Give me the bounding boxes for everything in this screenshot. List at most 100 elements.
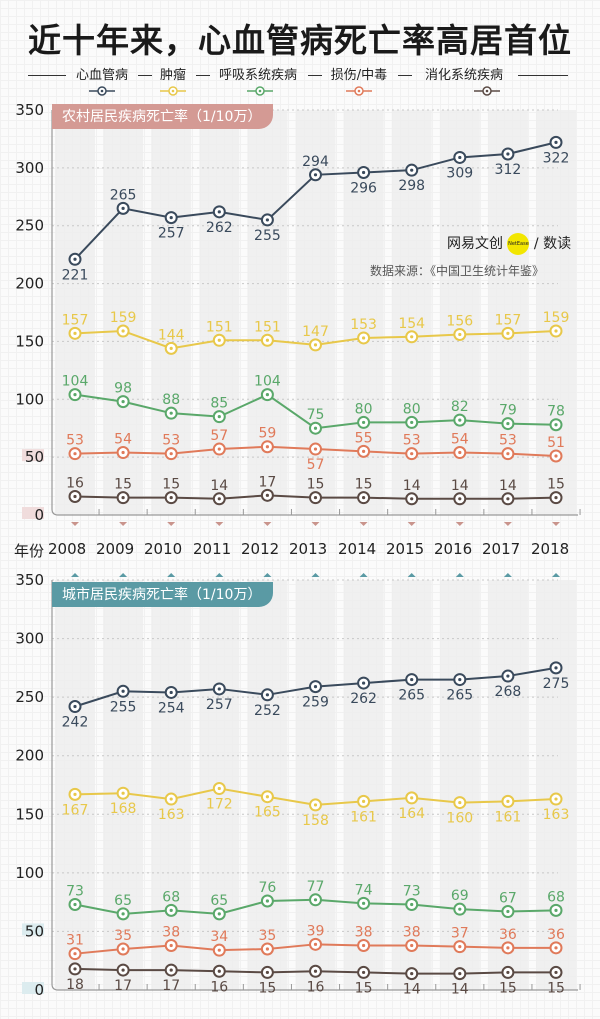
data-label: 16	[307, 979, 325, 995]
data-label: 73	[66, 883, 84, 899]
year-marker-triangle	[71, 573, 79, 577]
legend-divider	[196, 75, 210, 76]
year-tick-label: 2012	[241, 540, 280, 558]
data-label: 312	[495, 162, 522, 178]
y-tick-label: 250	[15, 688, 44, 706]
data-point-dot	[458, 450, 462, 455]
data-label: 298	[398, 178, 425, 194]
legend-label: 消化系统疾病	[424, 68, 503, 83]
legend-item-injury: 损伤/中毒	[326, 64, 392, 83]
data-label: 55	[355, 430, 373, 446]
data-label: 57	[210, 428, 228, 444]
data-label: 265	[110, 187, 137, 203]
data-label: 255	[110, 699, 137, 715]
year-marker-triangle	[263, 573, 272, 577]
year-tick-label: 2017	[482, 540, 521, 558]
y-tick-label: 200	[15, 747, 44, 765]
year-marker-triangle	[71, 522, 79, 526]
data-point-dot	[73, 331, 77, 335]
data-point-dot	[362, 681, 366, 685]
data-point-dot	[410, 902, 414, 907]
data-label: 15	[307, 477, 325, 493]
y-tick-label: 150	[15, 332, 44, 350]
data-point-dot	[265, 970, 269, 975]
data-label: 51	[547, 435, 565, 451]
data-point-dot	[313, 343, 318, 347]
data-label: 53	[66, 433, 84, 449]
data-label: 38	[162, 924, 180, 940]
y-tick-label: 250	[15, 217, 44, 235]
data-point-dot	[313, 173, 318, 177]
data-point-dot	[506, 946, 510, 950]
column-band	[247, 580, 288, 990]
column-band	[295, 580, 336, 990]
data-label: 309	[446, 165, 473, 181]
data-point-dot	[217, 912, 221, 916]
data-point-dot	[458, 332, 462, 337]
data-label: 14	[499, 478, 517, 494]
data-point-dot	[121, 791, 125, 795]
column-band	[343, 580, 384, 990]
data-point-dot	[554, 454, 558, 458]
column-band	[391, 580, 432, 990]
data-point-dot	[362, 799, 366, 804]
legend-divider	[308, 75, 322, 76]
data-point-dot	[121, 450, 125, 455]
data-label: 221	[62, 267, 89, 283]
data-label: 98	[114, 381, 132, 397]
legend-divider	[518, 75, 568, 76]
data-label: 76	[258, 880, 276, 896]
year-tick-label: 2008	[48, 540, 87, 558]
year-tick-label: 2015	[386, 540, 425, 558]
data-label: 262	[350, 691, 377, 707]
data-label: 35	[258, 928, 276, 944]
tick-highlight	[22, 923, 44, 936]
legend-item-tumor: 肿瘤	[156, 64, 190, 83]
data-point-dot	[410, 168, 414, 172]
data-label: 15	[547, 980, 565, 996]
data-point-dot	[169, 411, 173, 415]
legend-divider	[138, 75, 152, 76]
data-label: 165	[254, 805, 281, 821]
data-label: 88	[162, 392, 180, 408]
data-label: 14	[210, 478, 228, 494]
data-point-dot	[169, 690, 173, 695]
y-tick-label: 350	[15, 101, 44, 119]
legend-marker-dot	[171, 89, 175, 93]
year-tick-label: 2010	[144, 540, 183, 558]
data-label: 15	[547, 477, 565, 493]
data-label: 167	[62, 802, 89, 818]
data-label: 242	[62, 715, 89, 731]
data-point-dot	[506, 497, 510, 501]
data-label: 257	[158, 226, 185, 242]
year-marker-triangle	[215, 522, 224, 526]
data-label: 65	[210, 893, 228, 909]
data-point-dot	[458, 677, 462, 682]
column-band	[151, 580, 192, 990]
data-label: 294	[302, 154, 329, 170]
axis-frame	[51, 110, 578, 516]
data-point-dot	[73, 952, 77, 956]
data-label: 322	[543, 150, 570, 166]
data-point-dot	[169, 968, 173, 972]
axis-frame	[51, 580, 578, 991]
year-marker-triangle	[407, 522, 416, 526]
column-band	[536, 580, 576, 990]
data-label: 265	[398, 688, 425, 704]
data-point-dot	[265, 493, 269, 497]
data-point-dot	[313, 426, 318, 430]
data-label: 151	[254, 319, 281, 335]
data-point-dot	[506, 331, 510, 335]
data-label: 151	[206, 319, 233, 335]
data-point-dot	[458, 418, 462, 422]
data-label: 265	[446, 688, 473, 704]
data-point-dot	[73, 902, 77, 907]
year-marker-triangle	[119, 573, 128, 577]
data-point-dot	[362, 943, 366, 948]
data-point-dot	[73, 792, 77, 796]
data-label: 57	[307, 457, 325, 473]
y-tick-label: 200	[15, 275, 44, 293]
data-point-dot	[554, 140, 558, 144]
data-point-dot	[554, 329, 558, 333]
